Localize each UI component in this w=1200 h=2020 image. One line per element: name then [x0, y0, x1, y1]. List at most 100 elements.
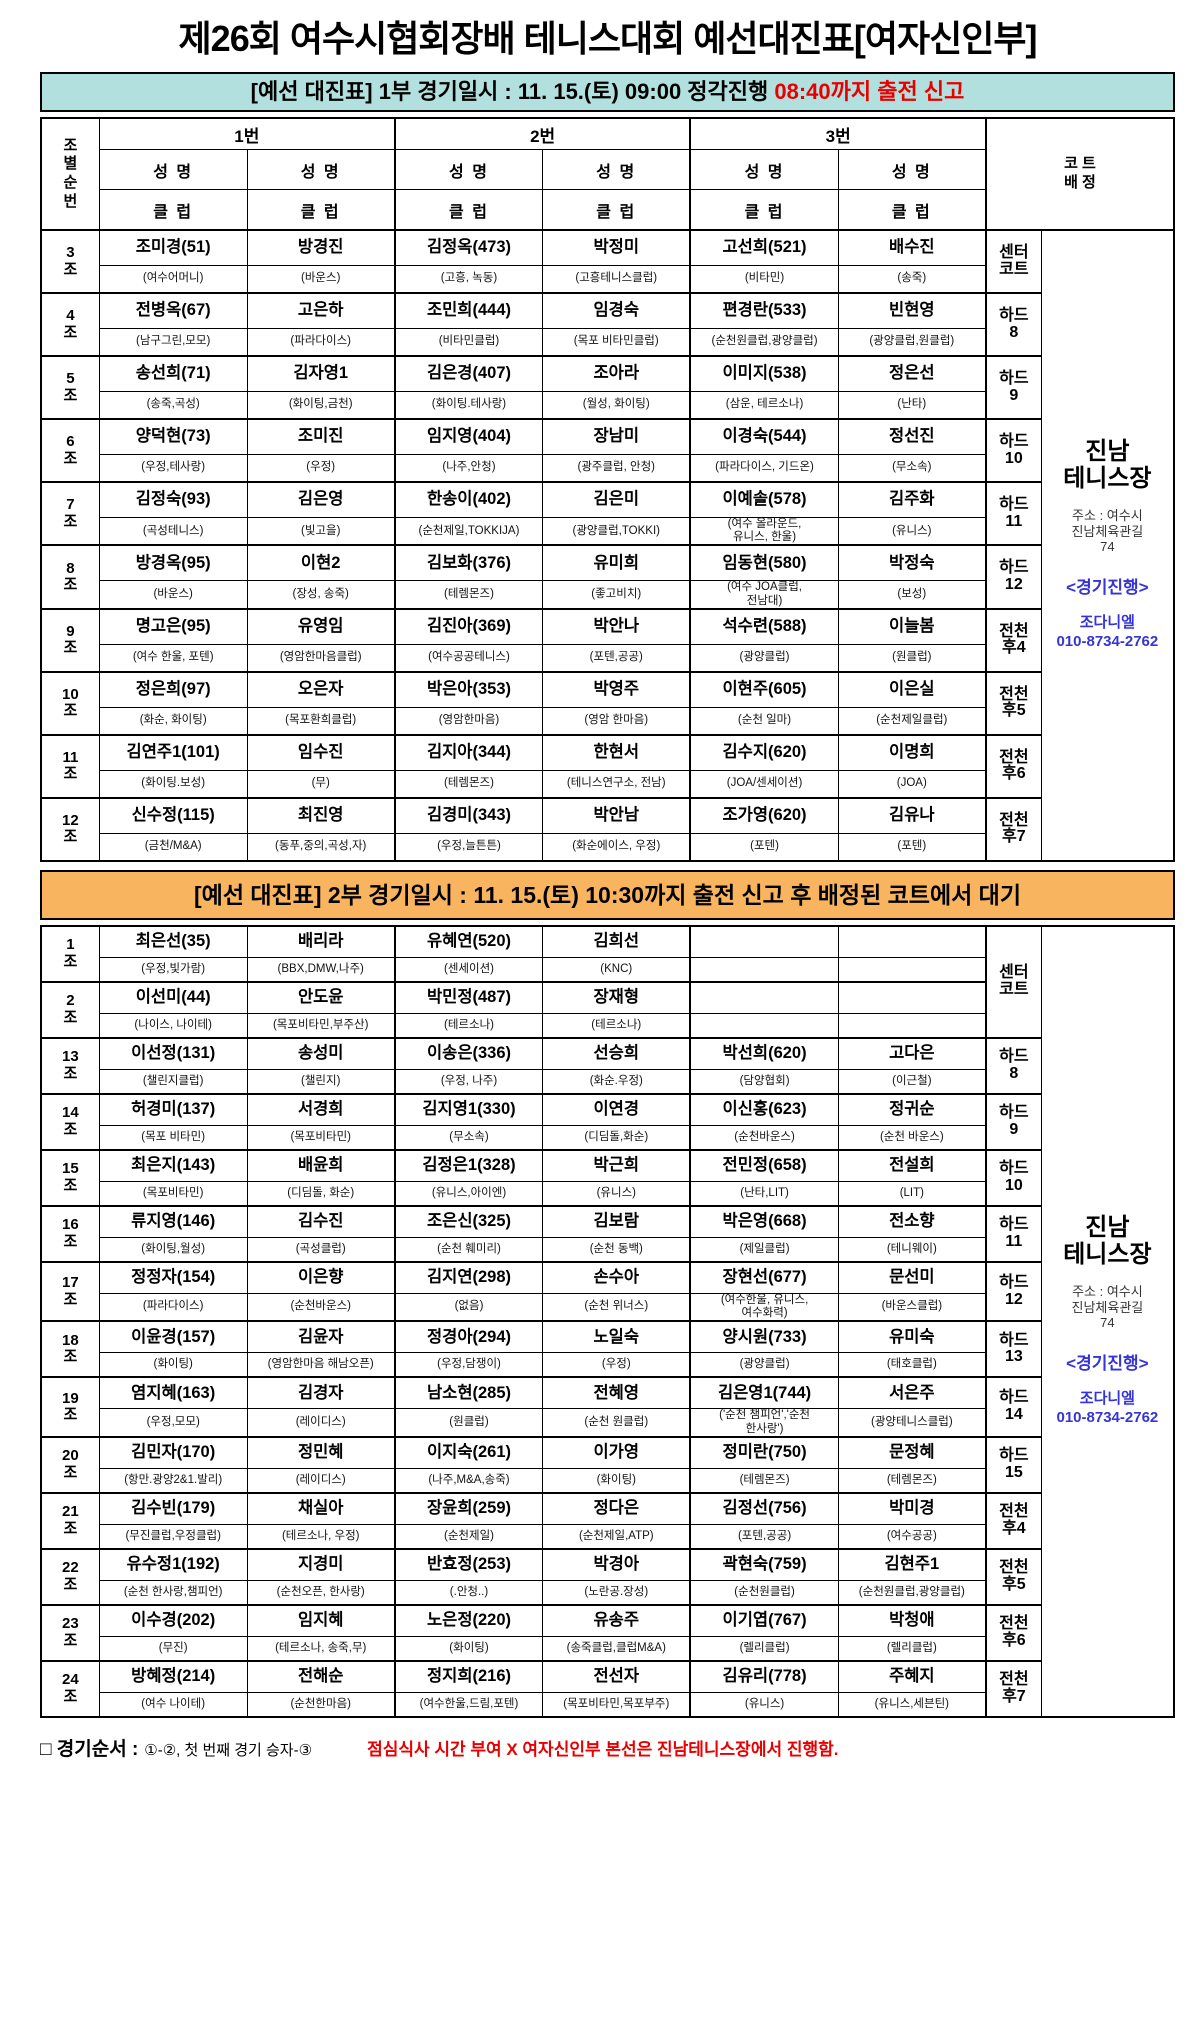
venue-address: 주소 : 여수시 진남체육관길 74 — [1071, 508, 1144, 555]
group-label: 15 조 — [40, 1148, 100, 1207]
player-club: (항만.광양2&1.발리) — [98, 1467, 248, 1494]
player-club: (포텐,공공) — [689, 1523, 839, 1550]
part2-header-text: [예선 대진표] 2부 경기일시 : 11. 15.(토) 10:30까지 출전… — [194, 881, 1021, 908]
group-label: 8 조 — [40, 544, 100, 610]
player-club: (JOA/센세이션) — [689, 769, 839, 799]
player-name: 김유리(778) — [689, 1659, 839, 1693]
player-club: (나주,안청) — [393, 454, 544, 483]
player-name: 남소현(285) — [393, 1376, 544, 1410]
part1-header-deadline: 08:40까지 출전 신고 — [774, 79, 965, 104]
player-name: 김보람 — [542, 1204, 691, 1238]
player-club: (동푸,중의,곡성,자) — [246, 832, 396, 862]
player-name: 김은영1(744) — [689, 1376, 839, 1410]
player-name: 전소향 — [837, 1204, 987, 1238]
player-club: (목포비타민,부주산) — [246, 1012, 396, 1039]
player-name: 박정숙 — [837, 544, 987, 582]
court-cell: 하드 9 — [984, 355, 1042, 420]
player-name: 이연경 — [542, 1092, 691, 1126]
player-name: 박경아 — [542, 1547, 691, 1581]
player-club: (레이디스) — [246, 1467, 396, 1494]
player-name: 전민정(658) — [689, 1148, 839, 1182]
player-club: (화순.우정) — [542, 1068, 691, 1095]
player-name: 빈현영 — [837, 292, 987, 329]
player-name: 조아라 — [542, 355, 691, 392]
player-name — [689, 924, 839, 958]
player-club: (곡성클럽) — [246, 1236, 396, 1263]
player-club: (바운스) — [246, 265, 396, 294]
player-name: 김정숙(93) — [98, 481, 248, 518]
player-name: 손수아 — [542, 1260, 691, 1294]
player-name: 김은미 — [542, 481, 691, 518]
venue-progress: <경기진행> — [1066, 577, 1149, 597]
group-label: 6 조 — [40, 418, 100, 483]
player-club: (우정,테사랑) — [98, 454, 248, 483]
player-club: (목포 비타민클럽) — [542, 328, 691, 357]
player-name: 조미진 — [246, 418, 396, 455]
player-name: 반효정(253) — [393, 1547, 544, 1581]
player-name: 김주화 — [837, 481, 987, 518]
player-club: (순천 훼미리) — [393, 1236, 544, 1263]
group-label: 1 조 — [40, 924, 100, 983]
player-name: 김윤자 — [246, 1320, 396, 1354]
player-name: 양시원(733) — [689, 1320, 839, 1354]
player-club: (순천원클럽,광양클럽) — [837, 1579, 987, 1606]
player-club: (무소속) — [393, 1124, 544, 1151]
player-club: (영암한마음클럽) — [246, 643, 396, 673]
player-name: 안도윤 — [246, 980, 396, 1014]
player-name — [837, 924, 987, 958]
player-name: 장현선(677) — [689, 1260, 839, 1294]
player-club: (광양클럽) — [689, 1352, 839, 1378]
venue-contact: 조다니엘 010-8734-2762 — [1056, 1389, 1159, 1426]
group-label: 16 조 — [40, 1204, 100, 1263]
player-name: 정은희(97) — [98, 670, 248, 708]
player-club: (여수 올라운드, 유니스, 한울) — [689, 517, 839, 546]
player-name: 김지영1(330) — [393, 1092, 544, 1126]
group-label: 17 조 — [40, 1260, 100, 1322]
player-club — [689, 956, 839, 983]
player-club: (여수한울,드림,포텐) — [393, 1691, 544, 1718]
player-name: 장재형 — [542, 980, 691, 1014]
player-club: (레이디스) — [246, 1408, 396, 1438]
player-club: (금천/M&A) — [98, 832, 248, 862]
player-name: 이선미(44) — [98, 980, 248, 1014]
player-name: 김은경(407) — [393, 355, 544, 392]
player-name: 주혜지 — [837, 1659, 987, 1693]
player-name: 이현2 — [246, 544, 396, 582]
player-club: (순천원클럽,광양클럽) — [689, 328, 839, 357]
player-club: (우정,담쟁이) — [393, 1352, 544, 1378]
player-name: 전선자 — [542, 1659, 691, 1693]
player-club: (JOA) — [837, 769, 987, 799]
player-name: 김경자 — [246, 1376, 396, 1410]
player-name: 이명희 — [837, 733, 987, 771]
player-name: 임지영(404) — [393, 418, 544, 455]
player-name: 박미경 — [837, 1491, 987, 1525]
player-club: (없음) — [393, 1292, 544, 1322]
player-name: 김민자(170) — [98, 1435, 248, 1469]
venue-address: 주소 : 여수시 진남체육관길 74 — [1071, 1284, 1144, 1331]
player-name: 정선진 — [837, 418, 987, 455]
player-name: 배수진 — [837, 229, 987, 266]
player-club: (순천한마음) — [246, 1691, 396, 1718]
player-name: 이현주(605) — [689, 670, 839, 708]
court-cell: 전천 후7 — [984, 1659, 1042, 1718]
group-label: 24 조 — [40, 1659, 100, 1718]
player-name: 문정혜 — [837, 1435, 987, 1469]
player-name: 방혜정(214) — [98, 1659, 248, 1693]
player-club: (영암한마음) — [393, 706, 544, 736]
court-cell: 전천 후6 — [984, 1603, 1042, 1662]
club-header: 클 럽 — [689, 189, 839, 231]
player-club: (유니스,세븐틴) — [837, 1691, 987, 1718]
player-club: (테니웨이) — [837, 1236, 987, 1263]
player-name: 편경란(533) — [689, 292, 839, 329]
player-club: (순천오픈, 한사랑) — [246, 1579, 396, 1606]
group-label: 9 조 — [40, 607, 100, 673]
player-name: 양덕현(73) — [98, 418, 248, 455]
club-header: 클 럽 — [542, 189, 691, 231]
player-club: (KNC) — [542, 956, 691, 983]
player-club: (챌린지) — [246, 1068, 396, 1095]
player-name: 김수지(620) — [689, 733, 839, 771]
player-name: 이송은(336) — [393, 1036, 544, 1070]
player-club: (테르소나) — [393, 1012, 544, 1039]
court-assignment-header: 코 트 배 정 — [984, 117, 1175, 231]
player-club: (나주,M&A,송죽) — [393, 1467, 544, 1494]
